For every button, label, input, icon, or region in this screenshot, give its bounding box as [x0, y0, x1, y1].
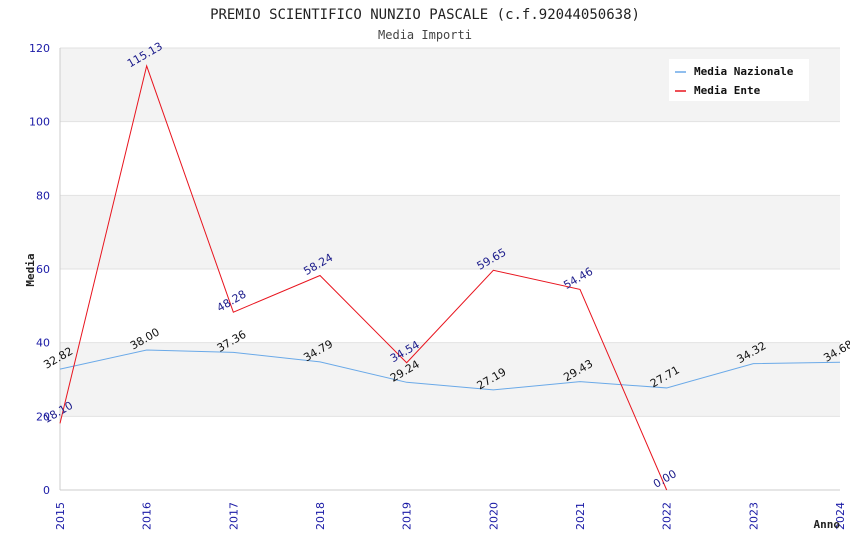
grid-band: [60, 269, 840, 343]
y-tick-label: 20: [36, 410, 50, 423]
y-tick-label: 80: [36, 189, 50, 202]
x-tick-label: 2015: [54, 502, 67, 530]
x-tick-label: 2017: [227, 502, 240, 530]
chart-subtitle: Media Importi: [378, 28, 472, 42]
legend-label-media-ente: Media Ente: [694, 84, 761, 97]
legend-label-media-nazionale: Media Nazionale: [694, 65, 794, 78]
y-tick-label: 40: [36, 337, 50, 350]
x-tick-label: 2024: [834, 502, 847, 530]
series-line-media-ente: [59, 64, 668, 491]
x-axis-label: Anno: [814, 518, 841, 531]
y-tick-label: 0: [43, 484, 50, 497]
series-line-media-nazionale: [59, 349, 841, 391]
y-tick-label: 60: [36, 263, 50, 276]
x-tick-labels: 2015 2016 2017 2018 2019 2020 2021 2022 2023 2024: [54, 502, 847, 530]
x-tick-label: 2022: [661, 502, 674, 530]
legend: Media Nazionale Media Ente: [669, 59, 809, 101]
grid-band: [60, 342, 840, 417]
y-tick-labels: 0 20 40 60 80 100 120: [29, 42, 50, 497]
y-tick-label: 120: [29, 42, 50, 55]
series-lines: [59, 64, 841, 491]
x-tick-label: 2018: [314, 502, 327, 530]
grid-band: [60, 416, 840, 490]
x-tick-label: 2020: [487, 502, 500, 530]
grid-band: [60, 121, 840, 196]
x-tick-label: 2021: [574, 502, 587, 530]
chart-title: PREMIO SCIENTIFICO NUNZIO PASCALE (c.f.9…: [210, 7, 640, 23]
legend-box: [669, 59, 809, 101]
x-tick-label: 2019: [401, 502, 414, 530]
x-tick-label: 2016: [141, 502, 154, 530]
y-tick-label: 100: [29, 116, 50, 129]
x-tick-label: 2023: [747, 502, 760, 530]
grid-band: [60, 195, 840, 269]
y-axis-label: Media: [24, 253, 37, 286]
